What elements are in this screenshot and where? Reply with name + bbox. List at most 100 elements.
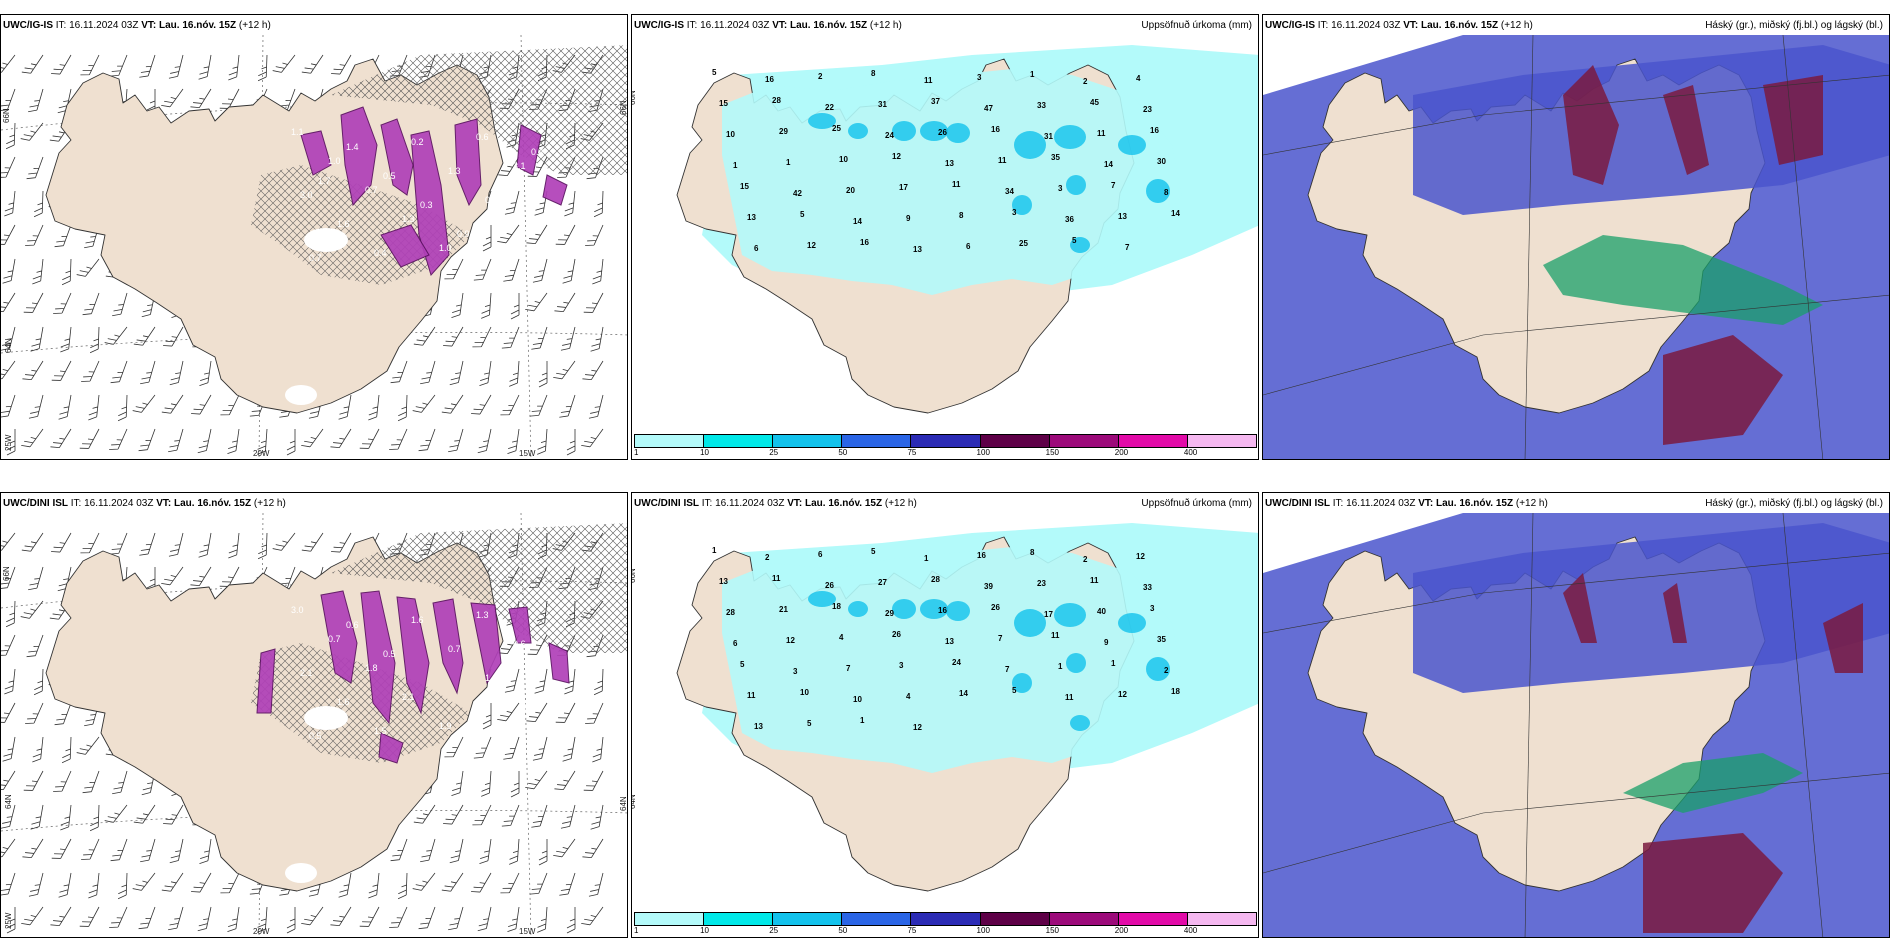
wind-barb-icon [527, 156, 548, 177]
precip-value-label: 11 [1090, 576, 1099, 585]
precip-cell [920, 121, 948, 141]
graticule-line [1782, 513, 1824, 937]
colorbar-tick-label: 150 [1045, 926, 1060, 935]
wind-barb-icon [509, 838, 520, 865]
wind-barb-icon [80, 54, 100, 76]
snowfall-value-label: 0.7 [448, 644, 461, 654]
precip-value-label: 1 [924, 554, 929, 563]
wind-barb-icon [531, 326, 548, 350]
snowfall-value-label: 1.7 [318, 176, 331, 186]
precip-value-label: 26 [825, 581, 834, 590]
wind-barb-icon [110, 360, 128, 384]
wind-barb-icon [219, 88, 240, 109]
wind-barb-icon [301, 532, 324, 552]
wind-barb-icon [368, 394, 380, 421]
wind-barb-icon [169, 360, 184, 386]
precip-value-label: 3 [1058, 184, 1063, 193]
precip-value-label: 29 [779, 127, 788, 136]
wind-barb-icon [444, 258, 464, 280]
snowfall-value-label: 1.0 [328, 156, 341, 166]
colorbar-swatch [979, 912, 1050, 926]
wind-barb-icon [199, 360, 212, 387]
snowfall-area [340, 106, 378, 207]
vt-label: VT: [141, 20, 157, 31]
wind-barb-icon [413, 326, 436, 346]
wind-barb-icon [32, 736, 44, 763]
wind-barb-icon [198, 532, 212, 558]
wind-barb-icon [472, 326, 492, 348]
wind-barb-icon [132, 394, 156, 413]
wind-barb-icon [418, 428, 436, 452]
snowfall-value-label: 2.1 [300, 668, 313, 678]
wind-barb-icon [257, 428, 268, 455]
precip-value-label: 10 [853, 695, 862, 704]
snowfall-value-label: 1.1 [291, 127, 304, 137]
wind-barb-icon [471, 394, 492, 415]
wind-barb-icon [501, 804, 520, 827]
wind-barb-icon [161, 872, 184, 892]
wind-barb-icon [507, 428, 520, 455]
high-cloud-area [1823, 603, 1863, 673]
wind-barb-icon [1, 532, 16, 551]
precip-value-label: 26 [892, 630, 901, 639]
colorbar-swatch [703, 912, 774, 926]
hatched-area [331, 523, 627, 653]
precip-value-label: 27 [878, 578, 887, 587]
colorbar-swatch [910, 434, 981, 448]
wind-barb-icon [562, 258, 576, 284]
precip-value-label: 12 [1136, 552, 1145, 561]
precip-value-label: 13 [1118, 212, 1127, 221]
precip-value-label: 36 [1065, 215, 1074, 224]
lat-label-66: 66N [631, 568, 637, 583]
precip-cell [920, 599, 948, 619]
wind-barb-icon [199, 838, 212, 865]
precip-value-label: 4 [1136, 74, 1141, 83]
precip-cell [946, 601, 970, 621]
lat-label-66: 66N [631, 90, 637, 105]
wind-barb-icon [33, 190, 44, 218]
wind-barb-icon [531, 804, 548, 828]
wind-barb-icon [1, 634, 16, 656]
wind-barb-icon [51, 532, 72, 553]
wind-barb-icon [1, 838, 16, 858]
wind-barb-icon [89, 326, 100, 354]
wind-barb-icon [368, 872, 380, 899]
high-cloud-area [1663, 85, 1709, 175]
lat-label-66r: 66N [619, 100, 628, 115]
wind-barb-icon [503, 736, 520, 760]
wind-barb-icon [28, 88, 44, 113]
graticule-line [1263, 74, 1889, 156]
wind-barb-icon [449, 838, 464, 864]
precip-value-label: 3 [793, 667, 798, 676]
wind-barb-icon [26, 634, 44, 658]
colorbar-tick-label: 25 [769, 448, 779, 457]
precip-value-label: 11 [772, 574, 781, 583]
precip-value-label: 16 [938, 606, 947, 615]
lon-label-25: 25W [4, 434, 13, 451]
panel-ig-clouds: UWC/IG-IS IT: 16.11.2024 03Z VT: Lau. 16… [1262, 14, 1890, 460]
precip-value-label: 11 [747, 691, 756, 700]
colorbar-swatch [1186, 434, 1257, 448]
wind-barb-icon [141, 770, 156, 796]
colorbar-tick-label: 150 [1045, 448, 1060, 457]
precip-value-label: 5 [740, 660, 745, 669]
wind-barb-icon [191, 394, 212, 415]
precip-value-label: 2 [1083, 555, 1088, 564]
panel-header: UWC/DINI ISL IT: 16.11.2024 03Z VT: Lau.… [3, 497, 623, 511]
snowfall-value-label: 0.8 [522, 702, 535, 712]
snowfall-value-label: 0.6 [513, 639, 526, 649]
wind-barb-icon [509, 360, 520, 387]
precip-value-label: 23 [1037, 579, 1046, 588]
wind-barb-icon [1, 804, 16, 829]
precip-value-label: 5 [800, 210, 805, 219]
wind-barb-icon [301, 906, 324, 926]
wind-barb-icon [526, 702, 548, 723]
model-name: UWC/DINI ISL [3, 498, 68, 509]
wind-barb-icon [220, 872, 240, 894]
wind-barb-icon [525, 770, 548, 790]
wind-barb-icon [53, 292, 72, 314]
precip-value-label: 13 [913, 245, 922, 254]
precip-value-label: 3 [1150, 604, 1155, 613]
wind-barb-icon [141, 292, 156, 318]
precip-value-label: 6 [754, 244, 759, 253]
